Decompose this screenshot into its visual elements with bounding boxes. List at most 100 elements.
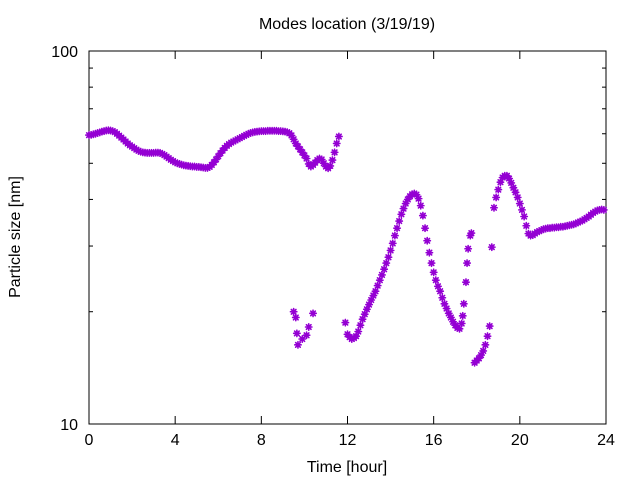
data-point — [466, 231, 475, 240]
data-point — [347, 334, 356, 343]
data-point — [291, 313, 300, 322]
data-point — [369, 291, 378, 300]
x-axis-label: Time [hour] — [307, 459, 387, 476]
data-point — [317, 155, 326, 164]
data-point — [489, 203, 498, 212]
data-point — [289, 307, 298, 316]
data-point — [442, 304, 451, 313]
data-point — [517, 205, 526, 214]
data-point — [505, 174, 514, 183]
data-point — [373, 281, 382, 290]
data-point — [507, 178, 516, 187]
data-point — [91, 129, 100, 138]
data-point — [384, 253, 393, 262]
data-point — [401, 199, 410, 208]
data-point — [429, 268, 438, 277]
data-point — [319, 159, 328, 168]
data-point — [459, 299, 468, 308]
data-point — [315, 154, 324, 163]
x-tick-label: 20 — [511, 432, 529, 449]
data-point — [492, 193, 501, 202]
data-point — [156, 148, 165, 157]
data-point — [300, 151, 309, 160]
data-point — [399, 204, 408, 213]
data-point — [537, 226, 546, 235]
data-point — [455, 324, 464, 333]
data-point — [446, 313, 455, 322]
data-point — [330, 148, 339, 157]
data-point — [449, 317, 458, 326]
y-tick-label: 100 — [51, 44, 78, 61]
data-point — [309, 309, 318, 318]
data-point — [304, 322, 313, 331]
data-point — [356, 321, 365, 330]
data-point — [423, 236, 432, 245]
data-point — [393, 224, 402, 233]
data-point — [203, 163, 212, 172]
data-point — [599, 205, 608, 214]
data-point — [326, 161, 335, 170]
data-point — [332, 139, 341, 148]
data-point — [496, 178, 505, 187]
data-point — [388, 239, 397, 248]
data-point — [412, 190, 421, 199]
y-tick-label: 10 — [60, 417, 78, 434]
data-point — [395, 217, 404, 226]
data-point — [440, 299, 449, 308]
x-tick-label: 16 — [425, 432, 443, 449]
data-point — [433, 282, 442, 291]
data-point — [386, 246, 395, 255]
data-point — [425, 248, 434, 257]
data-point — [289, 135, 298, 144]
data-point — [352, 332, 361, 341]
data-point — [292, 329, 301, 338]
data-point — [302, 154, 311, 163]
data-point — [358, 315, 367, 324]
data-point — [414, 194, 423, 203]
data-point — [533, 228, 542, 237]
data-point — [95, 128, 104, 137]
data-point — [467, 229, 476, 238]
data-points — [85, 126, 608, 367]
data-point — [485, 322, 494, 331]
data-point — [171, 158, 180, 167]
data-point — [287, 131, 296, 140]
data-point — [444, 309, 453, 318]
data-point — [382, 259, 391, 268]
data-point — [438, 293, 447, 302]
data-point — [458, 311, 467, 320]
data-point — [427, 259, 436, 268]
data-point — [380, 265, 389, 274]
data-point — [421, 224, 430, 233]
data-point — [371, 287, 380, 296]
data-point — [511, 188, 520, 197]
data-point — [397, 210, 406, 219]
y-axis-label: Particle size [nm] — [7, 176, 24, 298]
data-point — [365, 300, 374, 309]
data-point — [457, 319, 466, 328]
data-point — [362, 305, 371, 314]
data-point — [515, 199, 524, 208]
data-point — [328, 156, 337, 165]
data-point — [354, 327, 363, 336]
data-point — [416, 201, 425, 210]
x-tick-label: 12 — [339, 432, 357, 449]
data-point — [377, 270, 386, 279]
data-point — [576, 217, 585, 226]
data-point — [403, 195, 412, 204]
x-tick-label: 24 — [597, 432, 615, 449]
data-point — [390, 231, 399, 240]
data-point — [298, 334, 307, 343]
data-point — [418, 211, 427, 220]
data-point — [453, 323, 462, 332]
chart-title: Modes location (3/19/19) — [259, 16, 435, 33]
data-point — [571, 219, 580, 228]
x-tick-label: 0 — [85, 432, 94, 449]
data-point — [244, 129, 253, 138]
data-point — [509, 183, 518, 192]
data-point — [522, 221, 531, 230]
x-tick-label: 4 — [171, 432, 180, 449]
data-point — [334, 132, 343, 141]
